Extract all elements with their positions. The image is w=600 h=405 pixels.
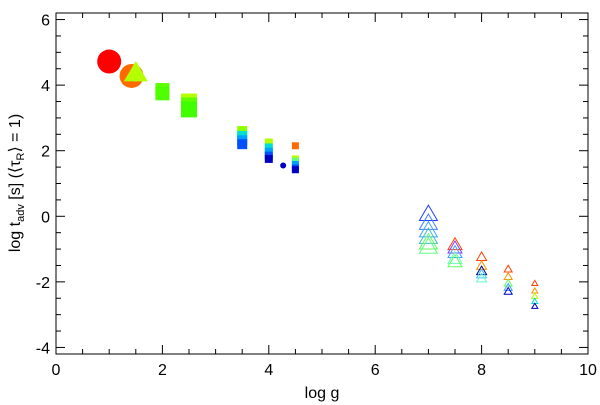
data-point	[264, 154, 273, 163]
data-point	[291, 160, 299, 168]
data-point	[530, 302, 539, 309]
data-point	[280, 162, 287, 169]
x-axis-title: log g	[305, 385, 340, 402]
x-tick-label: 4	[264, 362, 273, 379]
y-tick-label: 0	[41, 209, 50, 226]
data-point	[123, 61, 148, 82]
data-point	[503, 282, 514, 291]
data-point	[475, 259, 488, 270]
data-point	[475, 272, 488, 283]
data-point	[447, 250, 463, 264]
data-point	[181, 101, 197, 118]
data-point	[447, 240, 463, 254]
data-point	[237, 139, 248, 150]
x-tick-label: 0	[52, 362, 61, 379]
tick-labels: 0 2 4 6 8 10 -4 -2 0 2 4 6	[36, 13, 597, 379]
data-point	[530, 279, 539, 286]
data-point	[418, 213, 439, 230]
data-point	[418, 204, 439, 221]
data-point	[475, 265, 488, 276]
data-point	[503, 278, 514, 287]
data-point	[447, 244, 463, 259]
data-point	[475, 268, 488, 279]
data-point	[155, 86, 170, 101]
data-points	[97, 49, 539, 309]
y-tick-label: 6	[41, 13, 50, 30]
data-point	[418, 227, 439, 244]
data-point	[97, 49, 122, 74]
data-point	[291, 142, 299, 150]
data-point	[447, 236, 463, 251]
data-point	[264, 138, 273, 147]
data-point	[264, 143, 273, 152]
data-point	[475, 251, 488, 262]
y-tick-label: -2	[36, 275, 50, 292]
x-tick-label: 10	[579, 362, 597, 379]
data-point	[530, 286, 539, 294]
data-point	[418, 236, 439, 254]
y-tick-label: -4	[36, 340, 50, 357]
y-tick-label: 2	[41, 144, 50, 161]
axis-ticks	[55, 13, 589, 354]
data-point	[503, 286, 514, 295]
data-point	[291, 166, 299, 174]
data-point	[447, 253, 463, 268]
x-tick-label: 6	[371, 362, 380, 379]
x-tick-label: 2	[158, 362, 167, 379]
data-point	[418, 232, 439, 250]
y-axis-title: log tadv [s] (⟨τR⟩ = 1)	[7, 114, 27, 252]
data-point	[503, 264, 514, 273]
x-tick-label: 8	[477, 362, 486, 379]
data-point	[418, 220, 439, 238]
y-tick-label: 4	[41, 78, 50, 95]
